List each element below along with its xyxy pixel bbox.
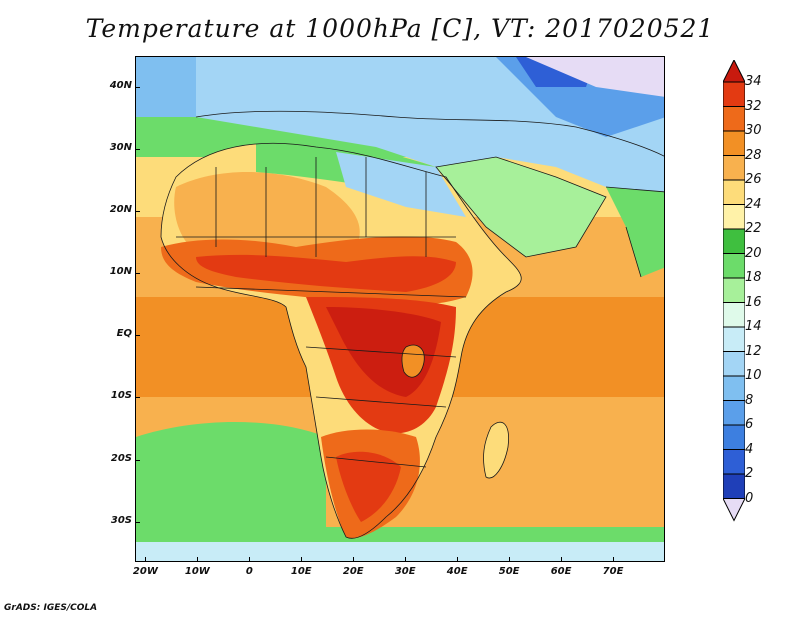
lon-tick-mark [509, 557, 511, 562]
colorbar-level-label: 28 [745, 147, 762, 163]
colorbar-segment [723, 106, 745, 132]
lat-tick-label: 40N [109, 80, 132, 92]
colorbar-level-label: 6 [745, 417, 754, 432]
map-title: Temperature at 1000hPa [C], VT: 20170205… [85, 14, 715, 43]
colorbar-level-label: 22 [745, 221, 762, 236]
lat-tick-mark [135, 273, 140, 275]
colorbar-segment [723, 81, 745, 107]
colorbar-segment [723, 326, 745, 352]
lon-tick-label: 60E [550, 566, 572, 577]
lon-tick-mark [197, 557, 199, 562]
colorbar-level-label: 14 [745, 319, 762, 334]
colorbar-level-label: 30 [745, 123, 762, 138]
lon-tick-label: 50E [498, 566, 520, 577]
colorbar-segment [723, 375, 745, 401]
colorbar-level-label: 34 [745, 74, 762, 89]
colorbar-level-label: 32 [745, 98, 762, 114]
colorbar-level-label: 18 [745, 270, 762, 285]
lat-tick-mark [135, 335, 140, 337]
cold-plateau [526, 57, 664, 97]
country-borders [160, 110, 664, 539]
colorbar-level-label: 24 [745, 196, 762, 212]
lon-tick-mark [613, 557, 615, 562]
sahara-warm [174, 172, 360, 256]
lon-tick-mark [405, 557, 407, 562]
lon-tick-label: 10W [184, 566, 210, 577]
lon-tick-mark [145, 557, 147, 562]
colorbar-segment [723, 400, 745, 426]
colorbar-segment [723, 130, 745, 156]
lat-tick-label: 30S [110, 514, 132, 526]
colorbar-level-label: 16 [745, 294, 762, 310]
lat-tick-label: 20N [109, 204, 132, 216]
colorbar-level-label: 10 [745, 368, 762, 383]
kalahari-hot [336, 451, 401, 522]
lat-tick-mark [135, 521, 140, 523]
far-south-cool [136, 542, 664, 561]
lon-tick-label: 70E [602, 566, 624, 577]
colorbar-segment [723, 473, 745, 499]
central-hot-core [196, 254, 456, 292]
lon-tick-label: 10E [290, 566, 312, 577]
lon-tick-mark [561, 557, 563, 562]
lon-tick-mark [353, 557, 355, 562]
lat-tick-mark [135, 211, 140, 213]
colorbar-segment [723, 449, 745, 475]
lat-tick-mark [135, 397, 140, 399]
lon-tick-mark [301, 557, 303, 562]
colorbar-segment [723, 155, 745, 181]
colorbar-level-label: 2 [745, 466, 754, 481]
colorbar-over-triangle [723, 60, 745, 83]
india-land [606, 187, 664, 277]
lat-tick-label: 10S [110, 390, 132, 402]
lat-tick-label: 10N [109, 266, 132, 278]
colorbar-under-triangle [723, 498, 745, 522]
lat-tick-mark [135, 87, 140, 89]
lake-victoria-region [401, 345, 425, 378]
colorbar-segment [723, 302, 745, 328]
colorbar-segment [723, 253, 745, 279]
colorbar [723, 60, 745, 522]
lat-tick-mark [135, 459, 140, 461]
lat-tick-mark [135, 149, 140, 151]
lon-tick-mark [249, 557, 251, 562]
colorbar-level-label: 26 [745, 172, 762, 187]
lat-tick-label: 20S [110, 452, 132, 464]
lon-tick-label: 30E [394, 566, 416, 577]
colorbar-segment [723, 424, 745, 450]
colorbar-segment [723, 351, 745, 377]
lon-tick-label: 40E [446, 566, 468, 577]
colorbar-level-label: 0 [745, 490, 754, 506]
temperature-field [136, 57, 664, 561]
colorbar-segment [723, 204, 745, 230]
egypt-cool [336, 152, 466, 217]
map-plot-area [135, 56, 665, 562]
lon-tick-mark [457, 557, 459, 562]
colorbar-level-label: 20 [745, 245, 762, 261]
colorbar-level-label: 8 [745, 392, 754, 408]
lat-tick-label: 30N [109, 142, 132, 154]
lon-tick-label: 20W [132, 566, 158, 577]
colorbar-level-label: 12 [745, 343, 762, 359]
lon-tick-label: 0 [245, 566, 253, 577]
lon-tick-label: 20E [342, 566, 364, 577]
south-atlantic-cool [136, 422, 326, 532]
colorbar-segment [723, 228, 745, 254]
colorbar-level-label: 4 [745, 441, 754, 457]
arabia-land [436, 157, 606, 257]
colorbar-segment [723, 277, 745, 303]
colorbar-segment [723, 179, 745, 205]
lat-tick-label: EQ [116, 328, 132, 340]
grads-credit: GrADS: IGES/COLA [4, 603, 98, 613]
